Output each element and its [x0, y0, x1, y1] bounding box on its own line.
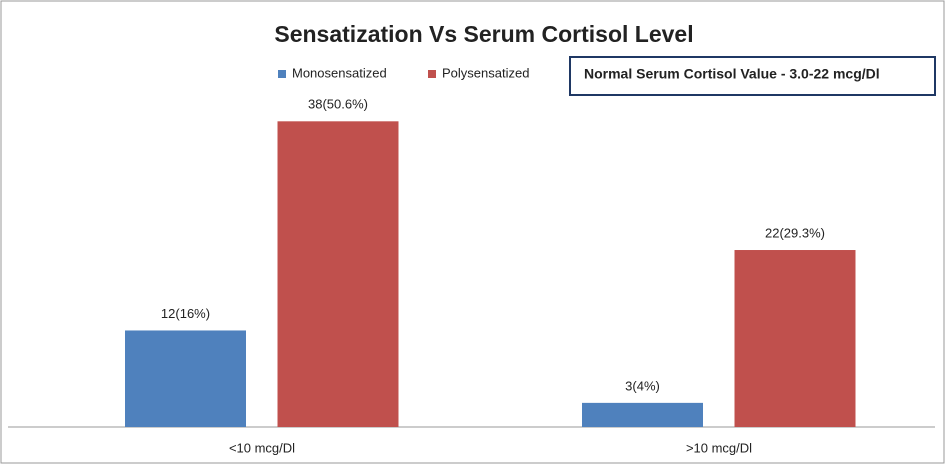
legend-swatch — [428, 70, 436, 78]
legend-label: Polysensatized — [442, 65, 529, 80]
data-label: 38(50.6%) — [308, 97, 368, 112]
annotation-box — [569, 56, 936, 96]
data-label: 12(16%) — [161, 306, 210, 321]
chart-title: Sensatization Vs Serum Cortisol Level — [274, 21, 693, 47]
bar — [582, 402, 703, 427]
data-label: 3(4%) — [625, 378, 660, 393]
x-tick-label: >10 mcg/Dl — [686, 440, 752, 455]
annotation: Normal Serum Cortisol Value - 3.0-22 mcg… — [584, 66, 880, 82]
legend-label: Monosensatized — [292, 65, 387, 80]
bar — [125, 330, 246, 427]
bar — [277, 121, 399, 428]
bar — [734, 250, 856, 427]
legend-swatch — [278, 70, 286, 78]
data-label: 22(29.3%) — [765, 225, 825, 240]
x-tick-label: <10 mcg/Dl — [229, 440, 295, 455]
